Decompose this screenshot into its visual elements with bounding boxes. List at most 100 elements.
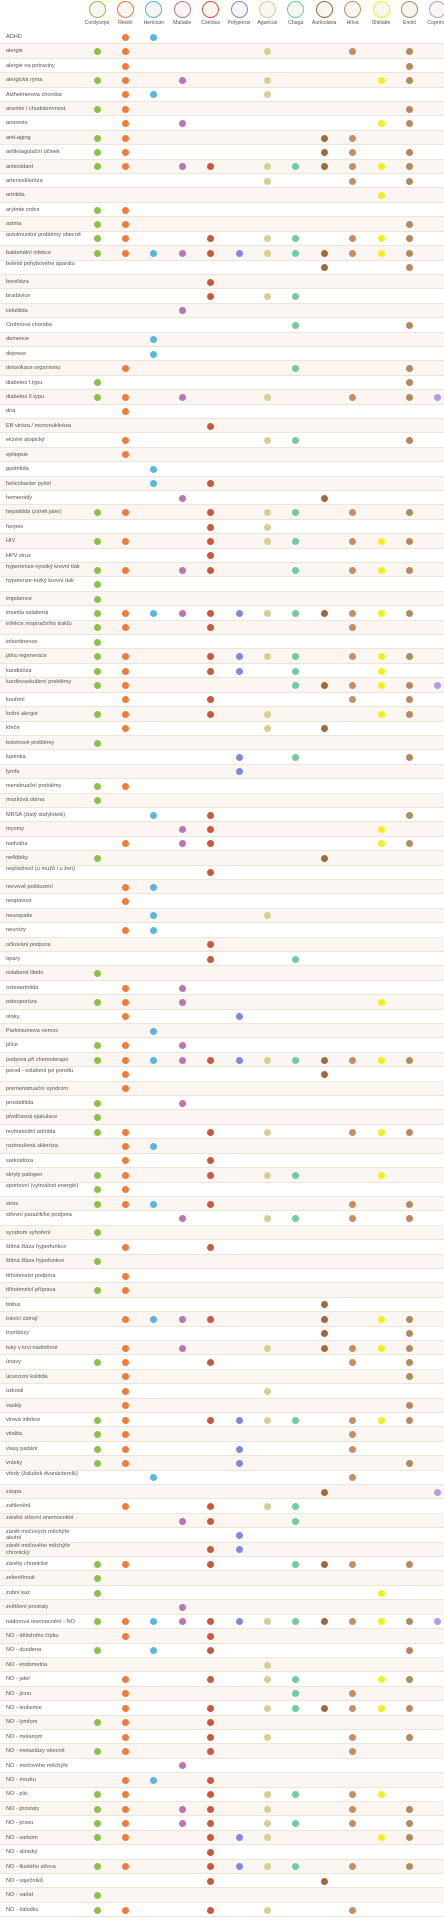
agaricus-indication-dot — [263, 1805, 271, 1813]
maitake-indication-dot — [178, 1618, 186, 1626]
shiitake-indication-dot — [377, 192, 385, 200]
chaga-indication-dot — [292, 249, 300, 257]
row-label: nadváha — [6, 840, 28, 847]
table-row: alergická rýma — [0, 73, 444, 88]
enoki-indication-dot — [405, 1128, 413, 1136]
table-row: zahlenění — [0, 1499, 444, 1514]
enoki-indication-dot — [405, 1056, 413, 1064]
maitake-indication-dot — [178, 120, 186, 128]
hliva-indication-dot — [349, 1906, 357, 1914]
auricularia-indication-dot — [320, 134, 328, 142]
row-label: menstruační problémy — [6, 783, 62, 790]
coriolus-indication-dot — [207, 422, 215, 430]
auricularia-indication-dot — [320, 163, 328, 171]
hliva-indication-dot — [349, 1791, 357, 1799]
row-label: střevní paraziti/ke podpora — [6, 1212, 72, 1219]
enoki-indication-dot — [405, 1647, 413, 1655]
table-row: kouření — [0, 693, 444, 708]
table-row: NO - plic — [0, 1788, 444, 1802]
table-row: nadváha — [0, 837, 444, 852]
row-label: očkování podpora — [6, 941, 51, 948]
row-label: myomy — [6, 826, 25, 833]
enoki-indication-dot — [405, 1373, 413, 1381]
hericium-indication-dot — [150, 336, 158, 344]
row-label: autoimunitní problémy obecně — [6, 232, 81, 239]
cordyceps-indication-dot — [93, 1128, 101, 1136]
chaga-indication-dot — [292, 1215, 300, 1223]
auricularia-indication-dot — [320, 494, 328, 502]
maitake-indication-dot — [178, 1805, 186, 1813]
row-label: záopa — [6, 1488, 22, 1495]
reishi-indication-dot — [121, 1445, 129, 1453]
auricularia-indication-dot — [320, 725, 328, 733]
table-row: detoxikace organismu — [0, 361, 444, 376]
coriolus-indication-dot — [207, 941, 215, 949]
enoki-indication-dot — [405, 1560, 413, 1568]
row-label: NO - leukemie — [6, 1705, 42, 1712]
chaga-indication-dot — [292, 1676, 300, 1684]
table-row: NO - duodena — [0, 1644, 444, 1658]
column-maitake: Maitake — [167, 1, 197, 26]
agaricus-indication-dot — [263, 1661, 271, 1669]
cordyceps-indication-dot — [93, 653, 101, 661]
cordyceps-indication-dot — [93, 1805, 101, 1813]
hliva-indication-dot — [349, 696, 357, 704]
row-label: NO - duodena — [6, 1647, 42, 1654]
row-label: vlasy padání — [6, 1445, 38, 1452]
agaricus-indication-dot — [263, 1503, 271, 1511]
row-label: diabetes I.typu — [6, 379, 43, 386]
cordyceps-indication-dot — [93, 1431, 101, 1439]
row-label: alergie na potraviny — [6, 62, 55, 69]
enoki-indication-dot — [405, 1200, 413, 1208]
enoki-indication-dot — [405, 1676, 413, 1684]
agaricus-indication-dot — [263, 293, 271, 301]
table-row: stres — [0, 1196, 444, 1212]
coriolus-indication-dot — [207, 1618, 215, 1626]
reishi-indication-dot — [121, 163, 129, 171]
reishi-indication-dot — [121, 1171, 129, 1179]
reishi-indication-dot — [121, 134, 129, 142]
agaricus-indication-dot — [263, 1820, 271, 1828]
row-label: herpes — [6, 523, 24, 530]
row-label: nádorová onemocnění - NO — [6, 1618, 76, 1625]
reishi-indication-dot — [121, 220, 129, 228]
column-label: Maitake — [173, 20, 192, 26]
cordyceps-indication-dot — [93, 624, 101, 632]
table-row: opary — [0, 952, 444, 967]
row-label: Alzheimerova choroba — [6, 91, 62, 98]
table-row: vitalita — [0, 1427, 444, 1442]
hliva-indication-dot — [349, 1863, 357, 1871]
reishi-indication-dot — [121, 681, 129, 689]
hericium-indication-dot — [150, 912, 158, 920]
column-label: Auricularia — [311, 20, 337, 26]
chaga-indication-dot — [292, 293, 300, 301]
row-label: anti-aging — [6, 134, 31, 141]
table-row: NO - mozku — [0, 1773, 444, 1788]
coriolus-indication-dot — [207, 1200, 215, 1208]
table-row: plíce — [0, 1038, 444, 1053]
reishi-indication-dot — [121, 696, 129, 704]
coriolus-indication-dot — [207, 1632, 215, 1640]
hericium-indication-dot — [150, 811, 158, 819]
table-row: myomy — [0, 822, 444, 837]
shiitake-indication-dot — [377, 710, 385, 718]
hliva-indication-dot — [349, 1445, 357, 1453]
table-row: ADHD — [0, 30, 444, 45]
shiitake-indication-dot — [377, 1676, 385, 1684]
row-label: játra regenerace — [6, 653, 47, 660]
row-label: NO - melanom — [6, 1733, 43, 1740]
shiitake-indication-dot — [377, 235, 385, 243]
cordyceps-indication-dot — [93, 1863, 101, 1871]
row-label: NO - endometria — [6, 1661, 48, 1668]
table-row: inkontinence — [0, 635, 444, 650]
table-row: střevní paraziti/ke podpora — [0, 1211, 444, 1226]
reishi-indication-dot — [121, 33, 129, 41]
reishi-indication-dot — [121, 1128, 129, 1136]
row-label: skrytý patogen — [6, 1172, 43, 1178]
hericium-indication-dot — [150, 1142, 158, 1150]
hliva-indication-dot — [349, 1215, 357, 1223]
hliva-indication-dot — [349, 537, 357, 545]
maitake-indication-dot — [178, 1344, 186, 1352]
row-label: NO - sarkom — [6, 1834, 38, 1841]
maitake-indication-dot — [178, 1762, 186, 1770]
